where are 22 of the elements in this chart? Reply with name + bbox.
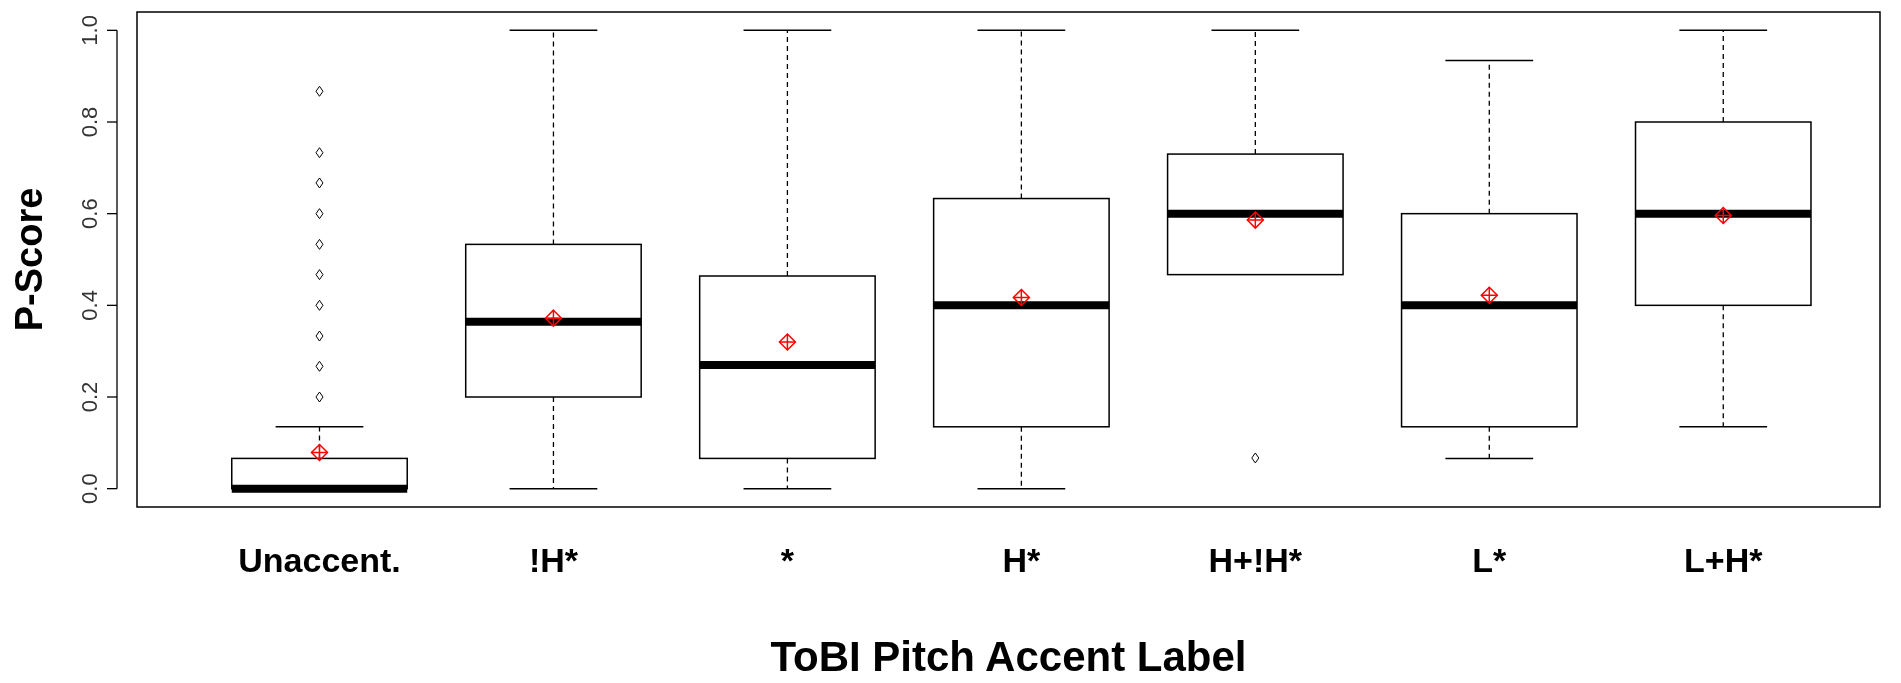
point [1246, 211, 1265, 229]
point [1012, 288, 1031, 307]
x-tick-label: Unaccent. [238, 541, 401, 579]
point [544, 309, 563, 327]
y-tick-label: 0.0 [77, 473, 102, 504]
x-tick-label: H* [1002, 541, 1042, 579]
y-tick-label: 0.8 [77, 106, 102, 138]
x-tick-label: H+!H* [1208, 541, 1303, 579]
point [1480, 286, 1499, 304]
y-tick-label: 1.0 [77, 15, 102, 46]
y-tick-label: 0.6 [77, 198, 102, 229]
x-tick-label: L+H* [1684, 541, 1764, 579]
y-axis-title: P-Score [8, 187, 50, 332]
point [1714, 206, 1732, 225]
x-tick-label: L* [1472, 541, 1508, 579]
y-tick-label: 0.2 [77, 381, 102, 413]
x-tick-label: * [780, 541, 795, 579]
point [310, 443, 329, 462]
point [778, 333, 797, 351]
x-tick-label: !H* [528, 541, 579, 579]
y-tick-label: 0.4 [77, 290, 102, 321]
x-axis-title: ToBI Pitch Accent Label [770, 633, 1247, 680]
